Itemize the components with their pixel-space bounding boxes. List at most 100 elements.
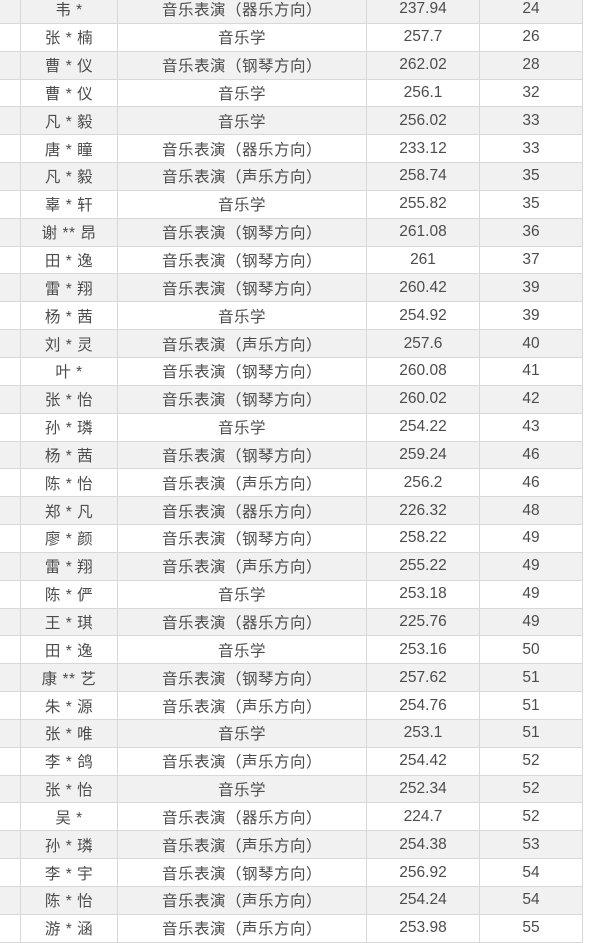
left-clipped-column-cell bbox=[0, 497, 21, 525]
rank-cell: 53 bbox=[480, 831, 583, 859]
score-cell: 257.7 bbox=[367, 23, 480, 51]
rank-cell: 35 bbox=[480, 190, 583, 218]
major-cell: 音乐表演（声乐方向） bbox=[118, 692, 367, 719]
rank-cell: 39 bbox=[480, 274, 583, 302]
table-row: 刘 * 灵 音乐表演（声乐方向） 257.6 40 bbox=[0, 330, 583, 358]
score-cell: 259.24 bbox=[367, 441, 480, 469]
left-clipped-column-cell bbox=[0, 831, 21, 859]
major-cell: 音乐表演（钢琴方向） bbox=[118, 218, 367, 246]
rank-cell: 50 bbox=[480, 636, 583, 664]
table-row: 雷 * 翔 音乐表演（钢琴方向） 260.42 39 bbox=[0, 274, 583, 303]
left-clipped-column-cell bbox=[0, 914, 21, 942]
major-cell: 音乐学 bbox=[118, 190, 367, 218]
student-name-cell: 郑 * 凡 bbox=[21, 497, 118, 525]
table-row: 游 * 涵 音乐表演（声乐方向） 253.98 55 bbox=[0, 914, 583, 943]
student-name-cell: 李 * 鸽 bbox=[21, 747, 118, 775]
major-cell: 音乐表演（器乐方向） bbox=[118, 135, 367, 163]
score-cell: 258.22 bbox=[367, 525, 480, 552]
major-cell: 音乐表演（钢琴方向） bbox=[118, 441, 367, 469]
major-cell: 音乐学 bbox=[118, 413, 367, 441]
student-name-cell: 雷 * 翔 bbox=[21, 274, 118, 302]
major-cell: 音乐表演（钢琴方向） bbox=[118, 357, 367, 385]
major-cell: 音乐表演（钢琴方向） bbox=[118, 525, 367, 552]
major-cell: 音乐学 bbox=[118, 302, 367, 330]
score-cell: 237.94 bbox=[367, 0, 480, 23]
table-row: 廖 * 颜 音乐表演（钢琴方向） 258.22 49 bbox=[0, 525, 583, 553]
score-cell: 255.82 bbox=[367, 190, 480, 218]
major-cell: 音乐学 bbox=[118, 107, 367, 135]
rank-cell: 24 bbox=[480, 0, 583, 23]
rank-cell: 46 bbox=[480, 441, 583, 469]
table-row: 孙 * 璘 音乐表演（声乐方向） 254.38 53 bbox=[0, 831, 583, 860]
left-clipped-column-cell bbox=[0, 190, 21, 218]
rank-cell: 51 bbox=[480, 664, 583, 692]
table-row: 田 * 逸 音乐表演（钢琴方向） 261 37 bbox=[0, 246, 583, 275]
student-name-cell: 朱 * 源 bbox=[21, 692, 118, 719]
student-name-cell: 李 * 宇 bbox=[21, 859, 118, 886]
score-cell: 257.62 bbox=[367, 664, 480, 692]
student-name-cell: 凡 * 毅 bbox=[21, 163, 118, 190]
left-clipped-column-cell bbox=[0, 274, 21, 302]
student-name-cell: 田 * 逸 bbox=[21, 636, 118, 664]
left-clipped-column-cell bbox=[0, 552, 21, 580]
rank-cell: 48 bbox=[480, 497, 583, 525]
major-cell: 音乐表演（声乐方向） bbox=[118, 552, 367, 580]
rank-cell: 28 bbox=[480, 51, 583, 79]
left-clipped-column-cell bbox=[0, 775, 21, 803]
table-row: 郑 * 凡 音乐表演（器乐方向） 226.32 48 bbox=[0, 497, 583, 526]
score-cell: 252.34 bbox=[367, 775, 480, 803]
table-row: 曹 * 仪 音乐学 256.1 32 bbox=[0, 79, 583, 108]
score-cell: 256.1 bbox=[367, 79, 480, 107]
student-name-cell: 陈 * 怡 bbox=[21, 887, 118, 914]
table-row: 谢 ** 昂 音乐表演（钢琴方向） 261.08 36 bbox=[0, 218, 583, 247]
score-cell: 254.22 bbox=[367, 413, 480, 441]
left-clipped-column-cell bbox=[0, 469, 21, 497]
table-row: 陈 * 俨 音乐学 253.18 49 bbox=[0, 580, 583, 609]
left-clipped-column-cell bbox=[0, 887, 21, 914]
score-cell: 261.08 bbox=[367, 218, 480, 246]
left-clipped-column-cell bbox=[0, 441, 21, 469]
left-clipped-column-cell bbox=[0, 79, 21, 107]
results-table: 韦 * 音乐表演（器乐方向） 237.94 24 张 * 楠 音乐学 257.7… bbox=[0, 0, 583, 943]
table-row: 吴 * 音乐表演（器乐方向） 224.7 52 bbox=[0, 803, 583, 832]
left-clipped-column-cell bbox=[0, 385, 21, 413]
left-clipped-column-cell bbox=[0, 135, 21, 163]
rank-cell: 51 bbox=[480, 719, 583, 747]
rank-cell: 33 bbox=[480, 135, 583, 163]
left-clipped-column-cell bbox=[0, 218, 21, 246]
major-cell: 音乐表演（声乐方向） bbox=[118, 330, 367, 357]
score-cell: 256.02 bbox=[367, 107, 480, 135]
score-cell: 254.42 bbox=[367, 747, 480, 775]
table-row: 康 ** 艺 音乐表演（钢琴方向） 257.62 51 bbox=[0, 664, 583, 693]
left-clipped-column-cell bbox=[0, 692, 21, 719]
major-cell: 音乐表演（器乐方向） bbox=[118, 497, 367, 525]
rank-cell: 54 bbox=[480, 887, 583, 914]
left-clipped-column-cell bbox=[0, 163, 21, 190]
rank-cell: 40 bbox=[480, 330, 583, 357]
table-row: 陈 * 怡 音乐表演（声乐方向） 254.24 54 bbox=[0, 887, 583, 915]
student-name-cell: 张 * 怡 bbox=[21, 775, 118, 803]
student-name-cell: 游 * 涵 bbox=[21, 914, 118, 942]
left-clipped-column-cell bbox=[0, 246, 21, 274]
table-row: 朱 * 源 音乐表演（声乐方向） 254.76 51 bbox=[0, 692, 583, 720]
left-clipped-column-cell bbox=[0, 859, 21, 886]
score-cell: 256.2 bbox=[367, 469, 480, 497]
left-clipped-column-cell bbox=[0, 330, 21, 357]
left-clipped-column-cell bbox=[0, 636, 21, 664]
major-cell: 音乐表演（器乐方向） bbox=[118, 803, 367, 831]
left-clipped-column-cell bbox=[0, 747, 21, 775]
major-cell: 音乐学 bbox=[118, 79, 367, 107]
student-name-cell: 张 * 唯 bbox=[21, 719, 118, 747]
table-row: 孙 * 璘 音乐学 254.22 43 bbox=[0, 413, 583, 442]
left-clipped-column-cell bbox=[0, 719, 21, 747]
major-cell: 音乐学 bbox=[118, 636, 367, 664]
table-row: 张 * 楠 音乐学 257.7 26 bbox=[0, 23, 583, 52]
score-cell: 254.76 bbox=[367, 692, 480, 719]
rank-cell: 52 bbox=[480, 747, 583, 775]
major-cell: 音乐表演（声乐方向） bbox=[118, 469, 367, 497]
student-name-cell: 唐 * 瞳 bbox=[21, 135, 118, 163]
score-cell: 260.08 bbox=[367, 357, 480, 385]
major-cell: 音乐表演（钢琴方向） bbox=[118, 859, 367, 886]
major-cell: 音乐学 bbox=[118, 775, 367, 803]
student-name-cell: 曹 * 仪 bbox=[21, 79, 118, 107]
